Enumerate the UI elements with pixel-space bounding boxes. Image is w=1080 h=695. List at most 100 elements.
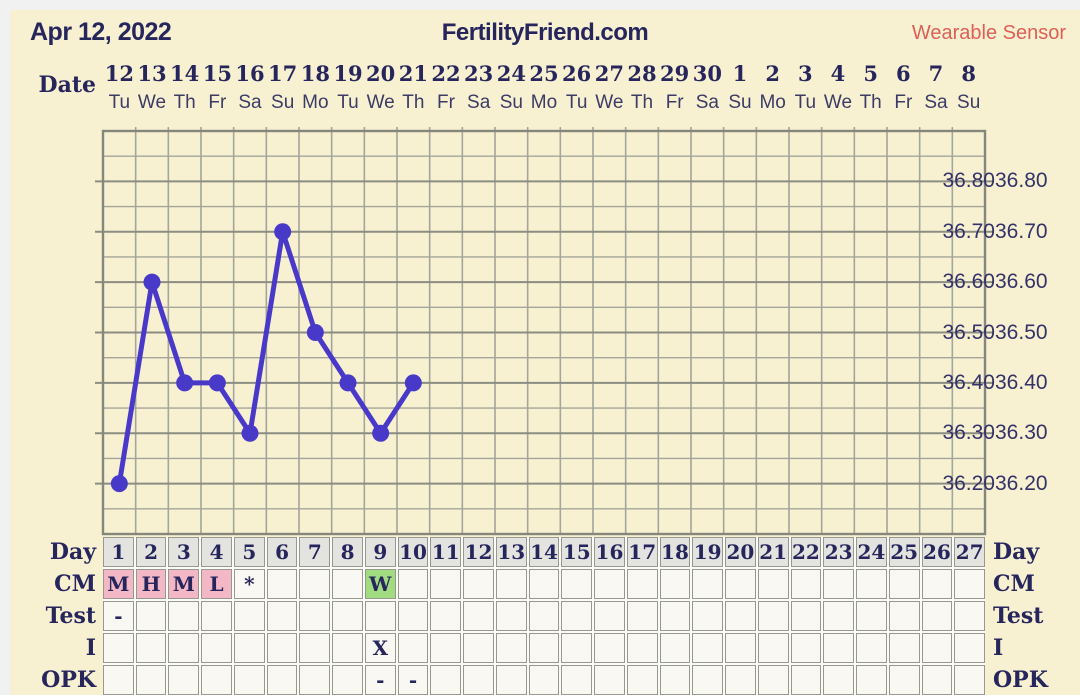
cycle-day-cell: 16 <box>594 537 625 567</box>
cycle-day-cell: 8 <box>332 537 363 567</box>
opk-cell <box>888 665 920 695</box>
cycle-day-cell: 11 <box>430 537 462 567</box>
test-cell <box>888 601 920 631</box>
test-cell <box>430 601 462 631</box>
row-label-test: Test <box>993 603 1044 629</box>
test-cell <box>397 601 429 631</box>
cm-cell <box>528 569 560 599</box>
test-cell <box>233 601 265 631</box>
test-cell <box>135 601 167 631</box>
opk-row: -- <box>103 665 985 695</box>
weekday-cell: Mo <box>530 92 558 113</box>
i-cell <box>135 633 167 663</box>
opk-cell <box>463 665 494 695</box>
cm-cell <box>954 569 985 599</box>
test-cell <box>266 601 298 631</box>
cycle-day-cell: 5 <box>233 537 265 567</box>
temp-axis-label: 36.30 <box>995 421 1048 445</box>
cycle-day-cell: 14 <box>528 537 560 567</box>
weekday-cell: Tu <box>108 92 131 113</box>
cm-cell <box>921 569 953 599</box>
date-cell: 27 <box>594 61 624 86</box>
opk-cell <box>135 665 167 695</box>
weekday-cell: Tu <box>337 92 359 113</box>
weekday-cell: Th <box>630 92 654 113</box>
cm-cell <box>888 569 920 599</box>
wearable-sensor-link[interactable]: Wearable Sensor <box>911 22 1066 44</box>
weekday-cell: Th <box>173 92 196 113</box>
cm-cell: * <box>233 569 265 599</box>
weekday-cell: We <box>823 92 853 113</box>
row-label-opk: OPK <box>993 667 1048 693</box>
i-cell <box>266 633 298 663</box>
opk-cell <box>332 665 363 695</box>
temperature-line <box>116 229 416 487</box>
weekday-cell: Su <box>957 92 981 113</box>
cycle-day-cell: 23 <box>823 537 855 567</box>
cm-cell: M <box>103 569 134 599</box>
date-row-label: Date <box>38 72 97 98</box>
date-cell: 5 <box>863 61 878 86</box>
temp-axis-label: 36.60 <box>995 270 1048 294</box>
row-label-cm: CM <box>993 571 1035 597</box>
cm-cell <box>757 569 789 599</box>
date-cell: 23 <box>464 61 494 86</box>
i-cell <box>921 633 953 663</box>
weekday-cell: Tu <box>794 92 817 113</box>
weekday-cell: Th <box>402 92 425 113</box>
i-cell <box>299 633 331 663</box>
weekday-cell: Sa <box>695 92 719 113</box>
i-cell <box>168 633 200 663</box>
chart-date: Apr 12, 2022 <box>30 18 172 46</box>
i-cell <box>626 633 658 663</box>
date-cell: 14 <box>170 61 200 86</box>
cycle-day-cell: 4 <box>201 537 232 567</box>
bbt-temperature-chart <box>95 127 993 536</box>
date-cell: 7 <box>928 61 944 86</box>
date-cell: 12 <box>104 61 134 86</box>
cm-cell <box>725 569 756 599</box>
test-cell <box>168 601 200 631</box>
opk-cell <box>790 665 822 695</box>
date-cell: 15 <box>202 61 232 86</box>
opk-cell <box>954 665 985 695</box>
i-cell <box>561 633 593 663</box>
cm-cell: L <box>201 569 232 599</box>
cm-cell <box>790 569 822 599</box>
weekday-cell: We <box>366 92 395 113</box>
date-cell: 21 <box>398 61 428 86</box>
i-cell <box>201 633 232 663</box>
date-cell: 18 <box>300 61 330 86</box>
test-cell <box>790 601 822 631</box>
opk-cell <box>528 665 560 695</box>
i-cell <box>463 633 494 663</box>
i-cell <box>594 633 625 663</box>
date-cell: 2 <box>765 61 780 86</box>
temp-axis-label: 36.50 <box>942 320 995 344</box>
i-row: X <box>103 633 985 663</box>
weekday-cell: Su <box>271 92 295 113</box>
date-cell: 6 <box>896 61 911 86</box>
test-cell <box>823 601 855 631</box>
test-row: - <box>103 601 985 631</box>
cm-cell <box>626 569 658 599</box>
test-cell: - <box>103 601 134 631</box>
test-cell <box>921 601 953 631</box>
temp-axis-label: 36.50 <box>995 320 1048 344</box>
opk-cell <box>757 665 789 695</box>
opk-cell <box>299 665 331 695</box>
opk-cell: - <box>364 665 396 695</box>
date-cell: 28 <box>627 61 657 86</box>
weekday-cell: Mo <box>759 92 786 113</box>
i-cell <box>233 633 265 663</box>
test-cell <box>561 601 593 631</box>
date-cell: 29 <box>660 61 690 86</box>
opk-cell <box>561 665 593 695</box>
weekday-cell: Mo <box>302 92 329 113</box>
weekday-cell: Tu <box>565 92 588 113</box>
date-cell: 30 <box>692 61 722 86</box>
temp-axis-label: 36.40 <box>942 370 995 394</box>
i-cell <box>103 633 134 663</box>
opk-cell <box>856 665 887 695</box>
weekday-cell: We <box>595 92 624 113</box>
